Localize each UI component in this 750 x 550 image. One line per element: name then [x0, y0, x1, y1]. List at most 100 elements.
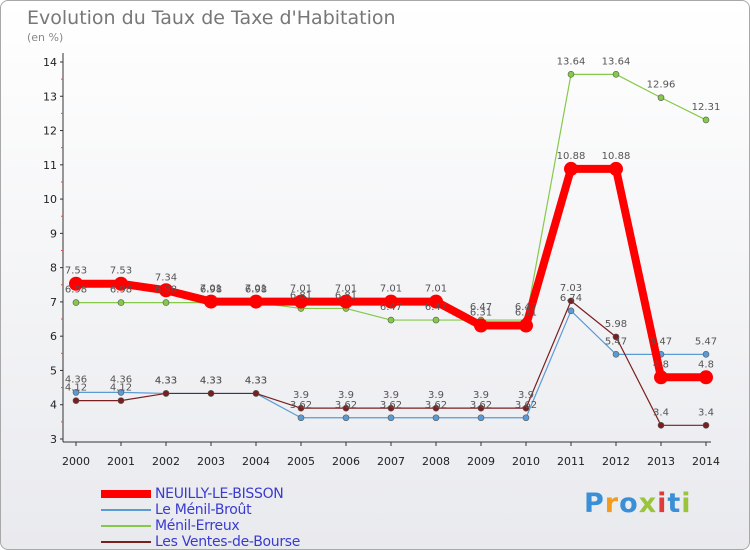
x-tick-label: 2008	[422, 455, 450, 468]
chart-subtitle: (en %)	[27, 31, 64, 44]
x-tick-label: 2006	[332, 455, 360, 468]
data-point	[72, 397, 80, 404]
legend-swatch	[101, 541, 151, 543]
data-label: 3.9	[338, 390, 354, 401]
data-point	[387, 316, 395, 324]
data-point	[612, 351, 620, 358]
data-point	[699, 370, 713, 385]
legend-swatch	[101, 525, 151, 527]
x-tick-label: 2002	[152, 455, 180, 468]
data-label: 4.33	[200, 375, 222, 386]
y-tick-label: 14	[43, 56, 57, 69]
data-label: 7.01	[335, 284, 357, 295]
data-point	[387, 414, 395, 422]
y-tick-label: 3	[50, 433, 57, 446]
data-label: 3.4	[698, 407, 714, 418]
data-label: 5.47	[650, 336, 672, 347]
data-label: 6.98	[200, 285, 222, 296]
data-label: 10.88	[557, 151, 586, 162]
data-label: 13.64	[602, 56, 631, 67]
data-label: 7.01	[380, 284, 402, 295]
data-label: 3.9	[428, 390, 444, 401]
data-label: 3.62	[470, 400, 492, 411]
data-label: 6.98	[155, 285, 177, 296]
data-point	[654, 370, 668, 385]
y-tick-label: 11	[43, 159, 57, 172]
data-point	[252, 390, 260, 397]
data-label: 6.81	[335, 290, 357, 301]
data-point	[432, 404, 440, 412]
data-point	[72, 389, 80, 396]
data-label: 6.74	[560, 293, 582, 304]
data-label: 3.9	[383, 390, 399, 401]
data-point	[522, 404, 530, 412]
data-label: 6.47	[380, 302, 402, 313]
data-label: 3.62	[290, 400, 312, 411]
data-label: 4.8	[698, 359, 714, 370]
data-point	[564, 161, 578, 176]
logo-letter: o	[619, 488, 639, 519]
data-label: 3.62	[425, 400, 447, 411]
data-label: 7.01	[425, 284, 447, 295]
data-point	[702, 421, 710, 429]
y-tick-label: 5	[50, 364, 57, 377]
data-label: 5.98	[605, 319, 627, 330]
data-point	[477, 404, 485, 412]
data-point	[342, 404, 350, 412]
data-label: 12.31	[692, 102, 721, 113]
legend-label: Les Ventes-de-Bourse	[155, 534, 301, 550]
y-tick-label: 4	[50, 399, 57, 412]
data-point	[612, 71, 620, 78]
x-tick-label: 2014	[692, 455, 720, 468]
data-label: 6.31	[515, 308, 537, 319]
data-point	[342, 414, 350, 422]
logo-letter: i	[681, 488, 692, 519]
data-label: 3.62	[335, 400, 357, 411]
data-label: 7.34	[155, 272, 177, 283]
data-point	[702, 351, 710, 358]
data-point	[609, 161, 623, 176]
data-label: 3.9	[473, 390, 489, 401]
legend-item: NEUILLY-LE-BISSON	[101, 486, 300, 502]
data-label: 7.01	[290, 284, 312, 295]
data-point	[567, 297, 575, 305]
data-label: 13.64	[557, 56, 586, 67]
data-point	[567, 307, 575, 315]
data-point	[159, 283, 173, 298]
logo-letter: x	[638, 488, 658, 519]
logo-letter: r	[604, 488, 620, 519]
data-point	[432, 316, 440, 324]
data-point	[72, 299, 80, 306]
data-point	[297, 414, 305, 422]
data-label: 7.03	[560, 283, 582, 294]
data-label: 6.81	[290, 290, 312, 301]
data-point	[117, 397, 125, 404]
data-label: 4.12	[110, 383, 132, 394]
legend-swatch	[101, 509, 151, 511]
proxiti-logo: Proxiti	[584, 488, 692, 519]
x-tick-label: 2005	[287, 455, 315, 468]
x-tick-label: 2000	[62, 455, 90, 468]
data-point	[429, 294, 443, 309]
legend-swatch	[101, 490, 151, 498]
legend-item: Le Ménil-Broût	[101, 502, 300, 518]
y-tick-label: 8	[50, 262, 57, 275]
data-label: 7.01	[200, 284, 222, 295]
x-tick-label: 2011	[557, 455, 585, 468]
y-tick-label: 9	[50, 227, 57, 240]
data-label: 6.31	[470, 308, 492, 319]
data-label: 3.9	[293, 390, 309, 401]
x-tick-label: 2009	[467, 455, 495, 468]
logo-letter: i	[657, 488, 668, 519]
logo-letter: t	[667, 488, 682, 519]
data-label: 6.47	[515, 302, 537, 313]
series-neuilly-le-bisson	[69, 161, 713, 385]
data-label: 3.9	[518, 390, 534, 401]
legend-label: NEUILLY-LE-BISSON	[155, 486, 284, 502]
data-label: 10.88	[602, 151, 631, 162]
data-point	[204, 294, 218, 309]
data-label: 12.96	[647, 80, 676, 91]
data-point	[294, 294, 308, 309]
